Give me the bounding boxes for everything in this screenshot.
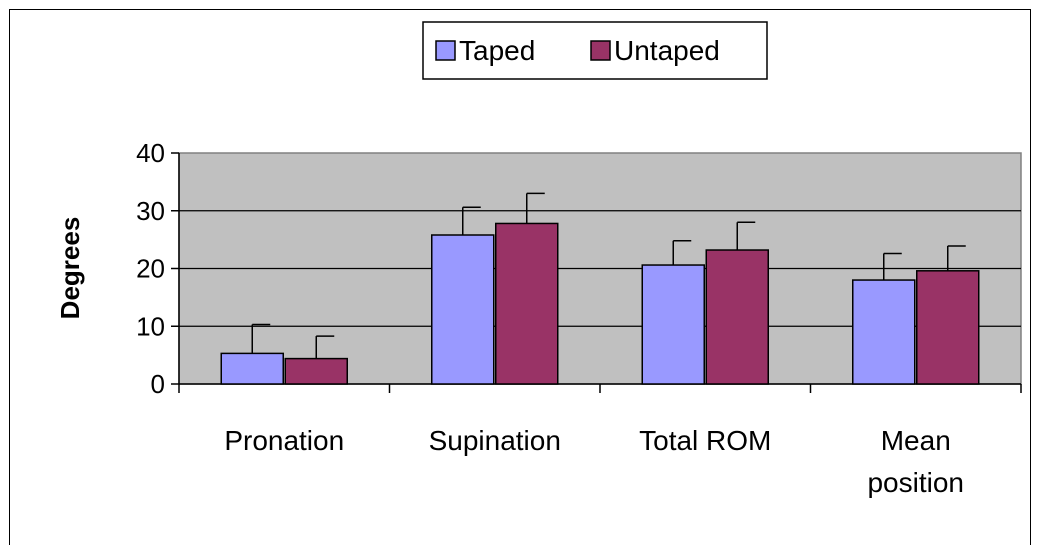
bar <box>916 270 980 385</box>
bar <box>641 264 705 385</box>
legend-label: Untaped <box>614 35 720 66</box>
y-tick-label: 40 <box>136 138 165 168</box>
plot-area: 0 10 20 30 40 Pronation Supination Total ROM Mea… <box>136 138 1022 498</box>
y-tick-label: 20 <box>136 254 165 284</box>
y-tick-label: 10 <box>136 311 165 341</box>
x-category-label: Pronation <box>224 425 344 456</box>
legend-label: Taped <box>459 35 535 66</box>
bar <box>284 357 348 385</box>
bar <box>220 352 284 385</box>
bar <box>852 279 916 385</box>
y-tick-label: 30 <box>136 196 165 226</box>
legend-swatch <box>590 40 611 61</box>
bar <box>431 234 495 385</box>
x-category-label: Total ROM <box>639 425 771 456</box>
bar <box>495 222 559 385</box>
x-category-label: position <box>867 467 964 498</box>
x-category-label: Supination <box>429 425 561 456</box>
x-category-label: Mean <box>881 425 951 456</box>
bar <box>705 249 769 385</box>
y-axis-label: Degrees <box>55 217 85 320</box>
y-tick-label: 0 <box>151 369 165 399</box>
legend-swatch <box>435 40 456 61</box>
legend: Taped Untaped <box>422 21 768 80</box>
